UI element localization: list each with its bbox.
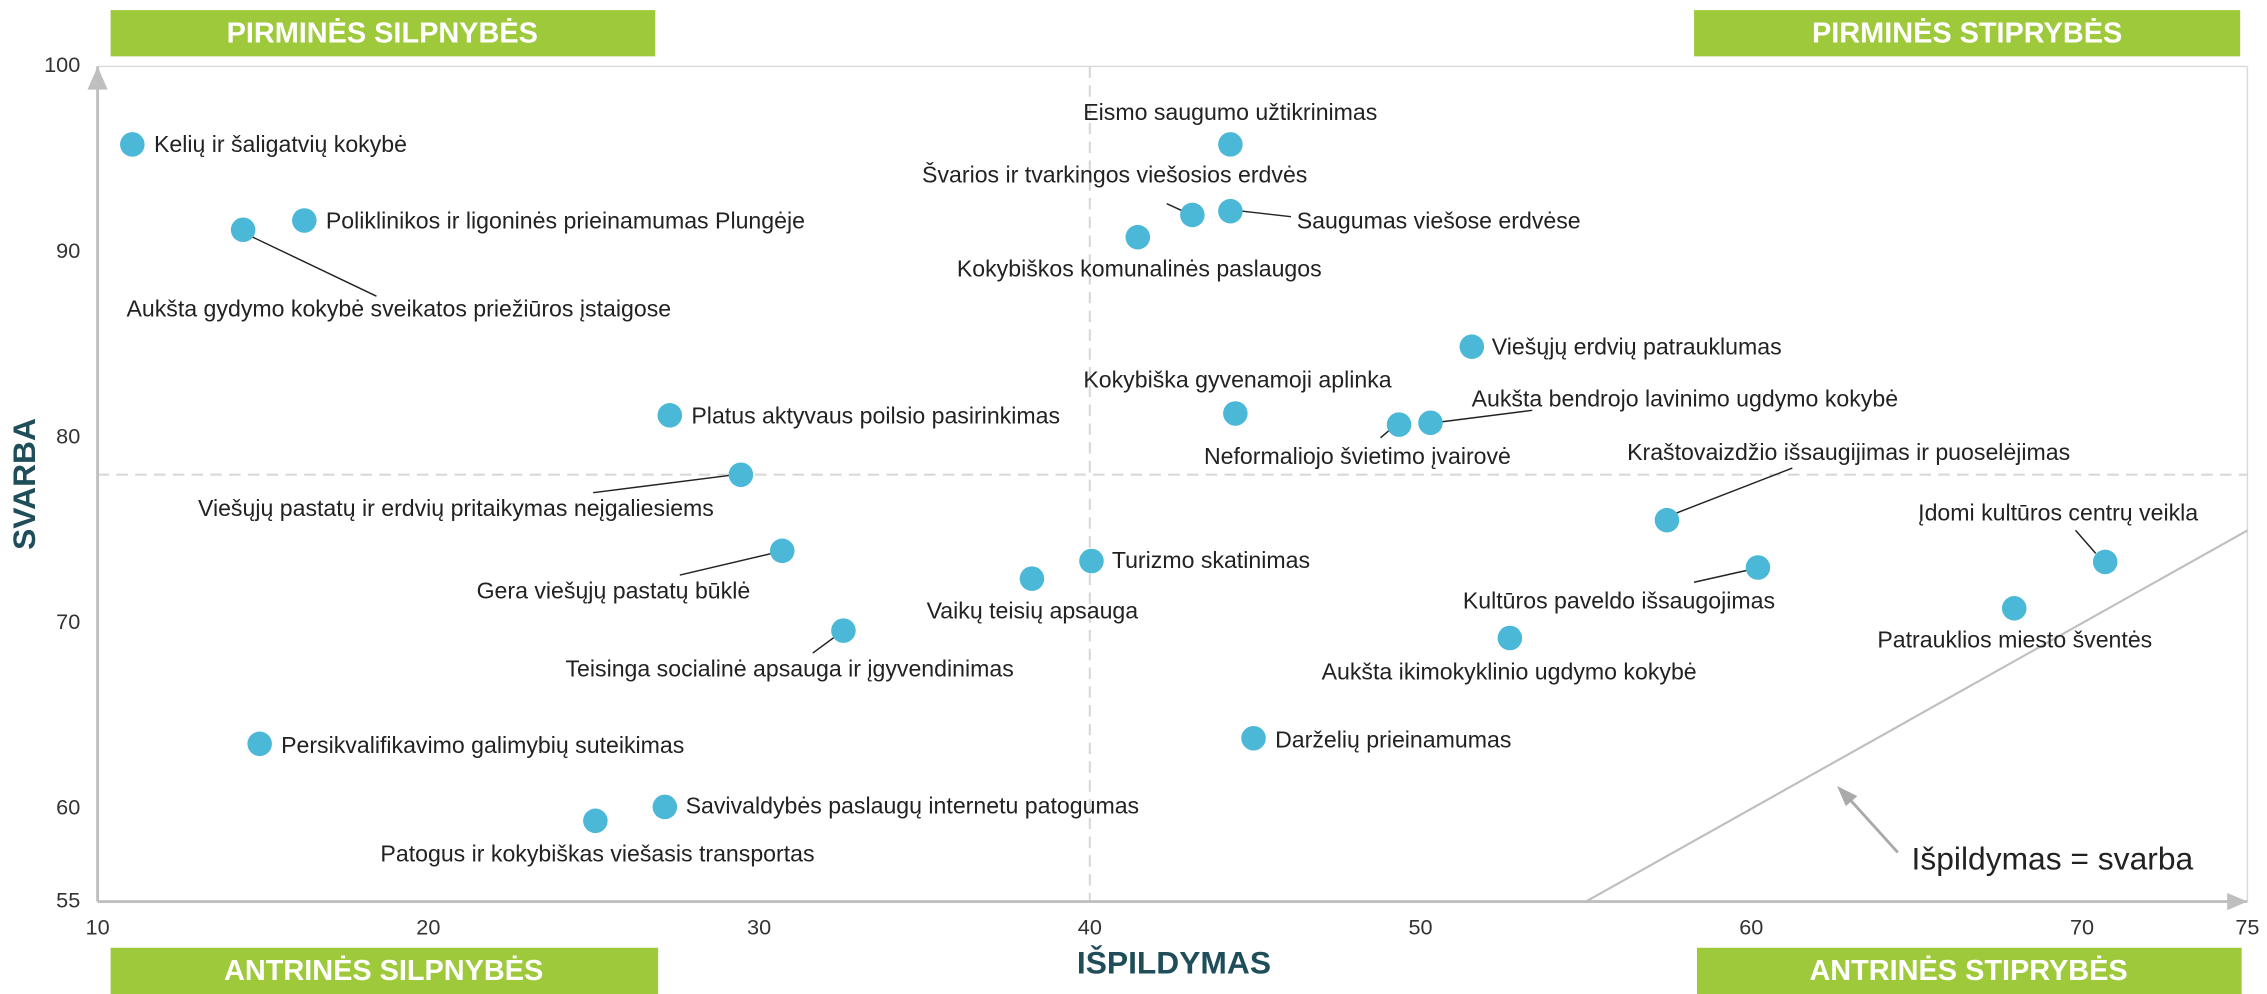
point-label: Darželių prieinamumas [1275, 726, 1511, 752]
x-tick-label: 40 [1078, 915, 1102, 940]
y-tick-label: 60 [56, 794, 80, 819]
point-label: Saugumas viešose erdvėse [1297, 208, 1581, 234]
y-tick-label: 100 [44, 52, 80, 77]
point [1019, 566, 1045, 591]
point-label: Gera viešųjų pastatų būklė [477, 577, 751, 603]
y-tick-label: 55 [56, 887, 80, 912]
point-label: Aukšta ikimokyklinio ugdymo kokybė [1322, 658, 1697, 684]
axis-arrow [2227, 892, 2248, 911]
quadrant-label: PIRMINĖS STIPRYBĖS [1812, 17, 2122, 49]
leader-line [1240, 210, 1292, 218]
point-label: Kelių ir šaligatvių kokybė [154, 131, 407, 157]
quadrant-box [110, 947, 659, 994]
leader-line [1693, 568, 1753, 583]
quadrant-label: PIRMINĖS SILPNYBĖS [227, 17, 538, 49]
point-label: Patrauklios miesto šventės [1877, 627, 2152, 653]
point-label: Aukšta gydymo kokybė sveikatos priežiūro… [126, 296, 671, 322]
point [657, 403, 683, 428]
x-tick-label: 10 [86, 915, 110, 940]
x-tick-label: 60 [1739, 915, 1763, 940]
point [2001, 596, 2027, 621]
point [1418, 410, 1443, 436]
leader-line [1166, 203, 1183, 212]
point [583, 808, 608, 834]
x-tick-label: 20 [416, 915, 440, 940]
point-label: Savivaldybės paslaugų internetu patoguma… [686, 793, 1140, 819]
point [247, 731, 272, 757]
point-label: Kraštovaizdžio išsaugijimas ir puoselėji… [1627, 439, 2070, 465]
point [1241, 725, 1266, 751]
leader-line [812, 636, 835, 654]
quadrant-box [1694, 10, 2241, 57]
point-label: Vaikų teisių apsauga [927, 598, 1139, 624]
point [292, 208, 317, 233]
point-label: Aukšta bendrojo lavinimo ugdymo kokybė [1472, 385, 1898, 411]
x-tick-label: 75 [2235, 915, 2259, 940]
y-tick-label: 70 [56, 609, 80, 634]
identity-line [1585, 529, 2248, 903]
point-label: Viešųjų pastatų ir erdvių pritaikymas ne… [198, 495, 714, 521]
point-label: Kokybiškos komunalinės paslaugos [957, 255, 1322, 281]
leader-line [2074, 529, 2097, 554]
leader-line [248, 234, 377, 297]
point [652, 794, 678, 820]
point-label: Platus aktyvaus poilsio pasirinkimas [691, 403, 1060, 429]
identity-label: Išpildymas = svarba [1912, 840, 2194, 876]
axis-arrow [87, 66, 108, 90]
point [120, 132, 145, 157]
point-label: Kokybiška gyvenamoji aplinka [1083, 367, 1391, 393]
quadrant-box [110, 10, 656, 57]
x-axis-title: IŠPILDYMAS [1077, 944, 1271, 980]
point [230, 217, 256, 243]
leader-line [593, 474, 731, 494]
x-tick-label: 70 [2070, 915, 2094, 940]
point [1180, 202, 1205, 228]
leader-line [1676, 467, 1793, 514]
point-label: Eismo saugumo užtikrinimas [1083, 99, 1377, 125]
point [1125, 224, 1151, 250]
y-axis-title: SVARBA [6, 418, 42, 550]
point [1654, 507, 1680, 533]
point [1745, 555, 1771, 580]
point-label: Persikvalifikavimo galimybių suteikimas [281, 732, 684, 758]
point-label: Poliklinikos ir ligoninės prieinamumas P… [326, 208, 805, 234]
point [831, 618, 856, 643]
point-label: Patogus ir kokybiškas viešasis transport… [380, 840, 814, 866]
point [1223, 401, 1248, 426]
leader-line [679, 552, 773, 576]
point [728, 462, 754, 487]
point [769, 538, 795, 564]
point-label: Turizmo skatinimas [1112, 547, 1310, 573]
point-label: Viešųjų erdvių patrauklumas [1492, 333, 1782, 359]
quadrant-label: ANTRINĖS SILPNYBĖS [224, 955, 543, 987]
x-tick-label: 30 [747, 915, 771, 940]
x-tick-label: 50 [1409, 915, 1433, 940]
y-tick-label: 90 [56, 238, 80, 263]
point [1218, 198, 1243, 224]
point [1079, 548, 1104, 574]
point [1218, 132, 1243, 157]
point [1497, 625, 1523, 651]
point [2092, 549, 2118, 575]
quadrant-label: ANTRINĖS STIPRYBĖS [1809, 955, 2127, 987]
quadrant-box [1696, 947, 2242, 994]
point-label: Teisinga socialinė apsauga ir įgyvendini… [565, 655, 1013, 681]
point-label: Įdomi kultūros centrų veikla [1918, 499, 2198, 525]
leader-line [1441, 409, 1533, 423]
point [1386, 412, 1412, 437]
point-label: Neformaliojo švietimo įvairovė [1204, 443, 1511, 469]
point-label: Švarios ir tvarkingos viešosios erdvės [922, 160, 1307, 187]
point [1459, 334, 1485, 359]
y-tick-label: 80 [56, 423, 80, 448]
annotation-arrow [1841, 790, 1899, 854]
point-label: Kultūros paveldo išsaugojimas [1463, 588, 1775, 614]
arrow-head [1837, 785, 1858, 807]
